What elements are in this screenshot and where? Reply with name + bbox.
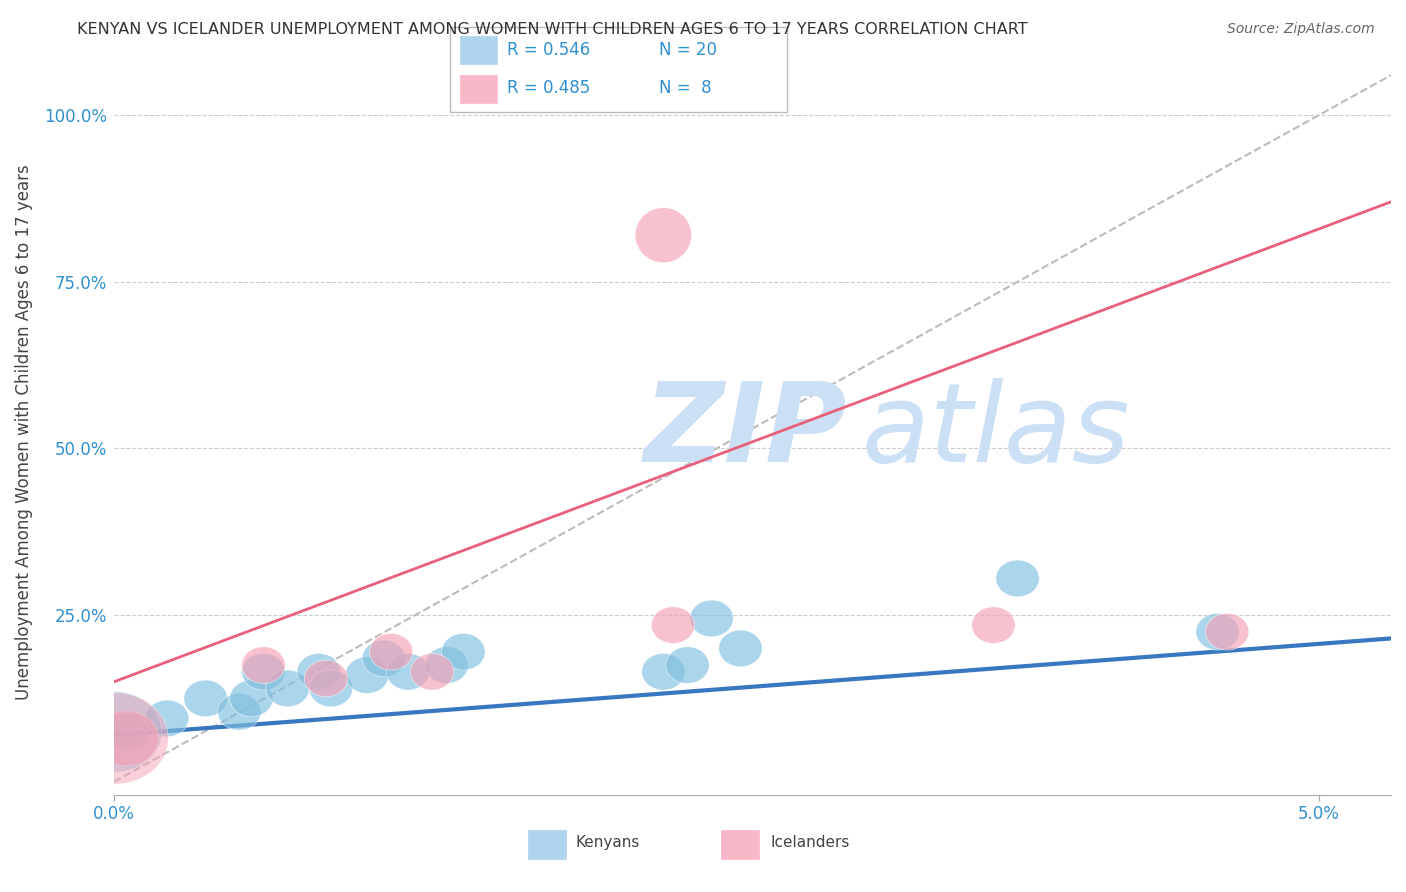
Ellipse shape (1205, 614, 1249, 650)
Ellipse shape (145, 700, 188, 737)
Ellipse shape (60, 692, 169, 784)
Ellipse shape (1197, 614, 1239, 650)
FancyBboxPatch shape (450, 27, 787, 112)
Ellipse shape (346, 657, 388, 693)
Ellipse shape (690, 600, 734, 637)
Ellipse shape (104, 714, 148, 750)
Ellipse shape (242, 654, 285, 690)
Ellipse shape (242, 647, 285, 683)
Ellipse shape (184, 680, 228, 717)
FancyBboxPatch shape (460, 75, 498, 103)
Y-axis label: Unemployment Among Women with Children Ages 6 to 17 years: Unemployment Among Women with Children A… (15, 164, 32, 699)
Ellipse shape (411, 654, 454, 690)
FancyBboxPatch shape (527, 830, 565, 858)
Ellipse shape (229, 680, 273, 717)
Text: N = 20: N = 20 (659, 41, 717, 59)
Ellipse shape (718, 630, 762, 666)
Ellipse shape (218, 693, 262, 730)
Ellipse shape (266, 670, 309, 706)
Ellipse shape (363, 640, 405, 677)
Ellipse shape (651, 607, 695, 643)
Ellipse shape (370, 633, 413, 670)
Text: KENYAN VS ICELANDER UNEMPLOYMENT AMONG WOMEN WITH CHILDREN AGES 6 TO 17 YEARS CO: KENYAN VS ICELANDER UNEMPLOYMENT AMONG W… (77, 22, 1028, 37)
Ellipse shape (66, 691, 162, 772)
Text: Source: ZipAtlas.com: Source: ZipAtlas.com (1227, 22, 1375, 37)
Ellipse shape (441, 633, 485, 670)
Ellipse shape (636, 208, 692, 262)
Text: N =  8: N = 8 (659, 79, 711, 97)
Text: R = 0.485: R = 0.485 (508, 79, 591, 97)
Text: atlas: atlas (860, 378, 1129, 485)
Ellipse shape (387, 654, 430, 690)
Text: R = 0.546: R = 0.546 (508, 41, 591, 59)
FancyBboxPatch shape (460, 36, 498, 64)
Ellipse shape (666, 647, 709, 683)
Ellipse shape (304, 660, 347, 697)
Ellipse shape (995, 560, 1039, 597)
Text: Kenyans: Kenyans (575, 836, 640, 850)
Ellipse shape (641, 654, 685, 690)
Ellipse shape (425, 647, 468, 683)
Ellipse shape (94, 711, 159, 766)
Text: Icelanders: Icelanders (770, 836, 851, 850)
Text: ZIP: ZIP (644, 378, 848, 485)
Ellipse shape (309, 670, 353, 706)
Ellipse shape (972, 607, 1015, 643)
Ellipse shape (297, 654, 340, 690)
FancyBboxPatch shape (721, 830, 759, 858)
